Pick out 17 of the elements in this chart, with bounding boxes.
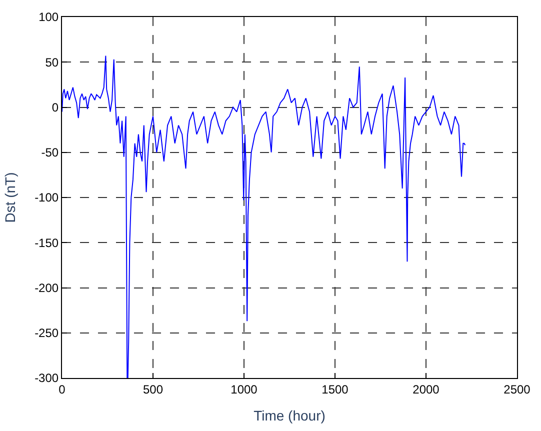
line-series xyxy=(62,55,466,378)
x-tick-label: 2000 xyxy=(412,382,440,396)
x-tick-label: 500 xyxy=(142,382,164,396)
x-axis-title: Time (hour) xyxy=(254,408,326,424)
x-tick-label: 1000 xyxy=(230,382,258,396)
x-tick-label: 1500 xyxy=(322,382,349,396)
y-tick-label: 100 xyxy=(38,10,59,24)
y-tick-label: -250 xyxy=(34,326,59,340)
y-tick-label: -300 xyxy=(34,371,59,386)
x-tick-label: 2500 xyxy=(504,382,531,396)
y-tick-label: 50 xyxy=(45,55,59,70)
y-tick-label: -150 xyxy=(34,236,59,250)
y-tick-label: -100 xyxy=(34,190,59,205)
y-tick-label: 0 xyxy=(52,100,59,114)
y-axis-title: Dst (nT) xyxy=(2,172,18,223)
y-tick-label: -200 xyxy=(34,280,59,295)
y-tick-label: -50 xyxy=(41,146,59,160)
